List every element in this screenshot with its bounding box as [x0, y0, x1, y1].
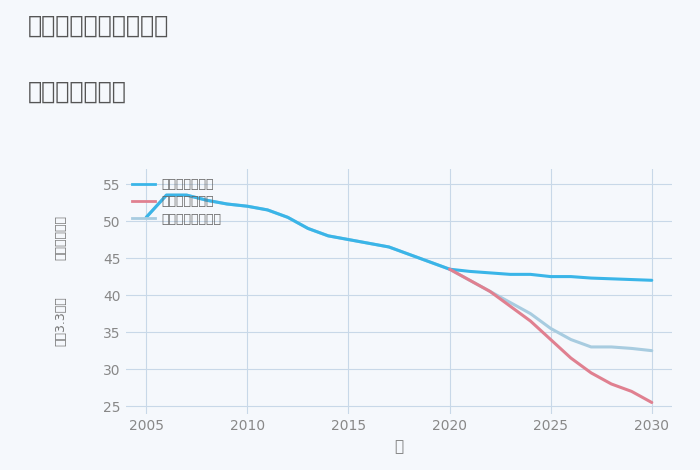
バッドシナリオ [607, 381, 615, 387]
ノーマルシナリオ [445, 266, 454, 272]
グッドシナリオ [324, 233, 332, 239]
バッドシナリオ [445, 266, 454, 272]
ノーマルシナリオ [648, 348, 656, 353]
ノーマルシナリオ [405, 251, 413, 257]
ノーマルシナリオ [627, 345, 636, 351]
グッドシナリオ [547, 274, 555, 279]
ノーマルシナリオ [324, 233, 332, 239]
Text: 土地の価格推移: 土地の価格推移 [28, 80, 127, 104]
グッドシナリオ [587, 275, 595, 281]
グッドシナリオ [263, 207, 272, 213]
グッドシナリオ [142, 214, 150, 220]
ノーマルシナリオ [142, 214, 150, 220]
ノーマルシナリオ [304, 226, 312, 231]
ノーマルシナリオ [587, 344, 595, 350]
グッドシナリオ [405, 251, 413, 257]
グッドシナリオ [466, 268, 474, 274]
グッドシナリオ [567, 274, 575, 279]
ノーマルシナリオ [263, 207, 272, 213]
ノーマルシナリオ [183, 192, 191, 198]
グッドシナリオ [183, 192, 191, 198]
グッドシナリオ [486, 270, 494, 276]
バッドシナリオ [526, 318, 535, 324]
グッドシナリオ [627, 277, 636, 282]
バッドシナリオ [486, 289, 494, 294]
ノーマルシナリオ [365, 241, 373, 246]
ノーマルシナリオ [385, 244, 393, 250]
Line: バッドシナリオ: バッドシナリオ [449, 269, 652, 402]
ノーマルシナリオ [344, 237, 353, 243]
ノーマルシナリオ [223, 201, 231, 207]
グッドシナリオ [304, 226, 312, 231]
グッドシナリオ [243, 204, 251, 209]
グッドシナリオ [425, 259, 433, 265]
ノーマルシナリオ [526, 311, 535, 316]
X-axis label: 年: 年 [394, 439, 404, 454]
グッドシナリオ [385, 244, 393, 250]
ノーマルシナリオ [425, 259, 433, 265]
グッドシナリオ [162, 192, 171, 198]
グッドシナリオ [607, 276, 615, 282]
バッドシナリオ [587, 370, 595, 376]
ノーマルシナリオ [466, 277, 474, 283]
ノーマルシナリオ [567, 337, 575, 342]
Text: 単価（万円）: 単価（万円） [54, 215, 67, 260]
ノーマルシナリオ [486, 289, 494, 294]
ノーマルシナリオ [607, 344, 615, 350]
バッドシナリオ [567, 355, 575, 361]
グッドシナリオ [365, 241, 373, 246]
グッドシナリオ [506, 272, 514, 277]
バッドシナリオ [547, 337, 555, 342]
バッドシナリオ [648, 400, 656, 405]
Text: 兵庫県姫路市新在家の: 兵庫県姫路市新在家の [28, 14, 169, 38]
グッドシナリオ [648, 277, 656, 283]
ノーマルシナリオ [162, 192, 171, 198]
Text: 坪（3.3㎡）: 坪（3.3㎡） [54, 296, 67, 345]
バッドシナリオ [506, 304, 514, 309]
グッドシナリオ [445, 266, 454, 272]
グッドシナリオ [223, 201, 231, 207]
ノーマルシナリオ [547, 326, 555, 331]
グッドシナリオ [203, 197, 211, 203]
バッドシナリオ [627, 389, 636, 394]
ノーマルシナリオ [506, 300, 514, 306]
バッドシナリオ [466, 277, 474, 283]
ノーマルシナリオ [284, 214, 292, 220]
ノーマルシナリオ [243, 204, 251, 209]
ノーマルシナリオ [203, 197, 211, 203]
グッドシナリオ [526, 272, 535, 277]
グッドシナリオ [284, 214, 292, 220]
Legend: グッドシナリオ, バッドシナリオ, ノーマルシナリオ: グッドシナリオ, バッドシナリオ, ノーマルシナリオ [132, 178, 221, 226]
Line: ノーマルシナリオ: ノーマルシナリオ [146, 195, 652, 351]
グッドシナリオ [344, 237, 353, 243]
Line: グッドシナリオ: グッドシナリオ [146, 195, 652, 280]
